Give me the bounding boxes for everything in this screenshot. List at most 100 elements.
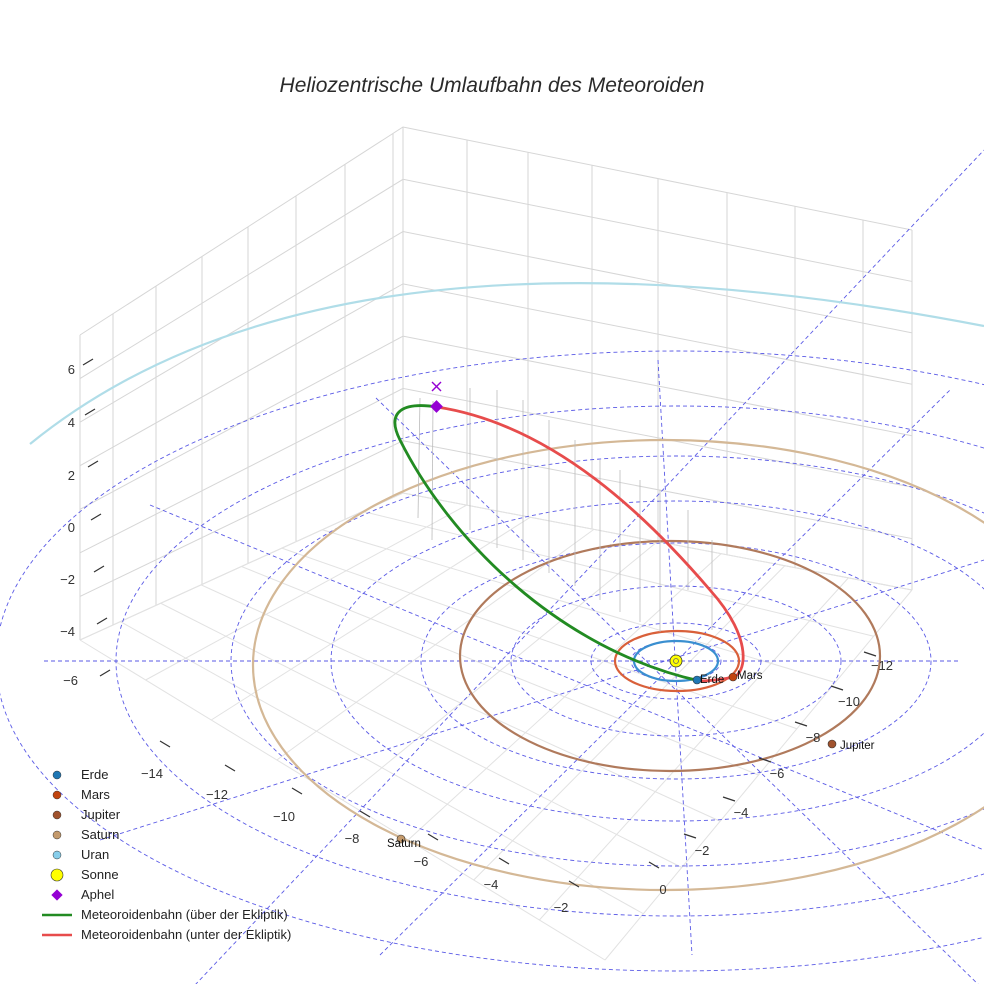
grid-line bbox=[79, 335, 913, 510]
y-tick-label: −6 bbox=[770, 766, 785, 781]
grid-line bbox=[145, 504, 467, 681]
drop-line bbox=[431, 400, 434, 541]
x-tick-mark bbox=[427, 833, 439, 841]
aphel-projection-stroke bbox=[431, 381, 442, 392]
axis-ticks-layer: 6 4 2 0 −2 −4 −6 −14 −12 −10 −8 −6 −4 −2 0 −2 −4 −6 −8 −10 −… bbox=[60, 358, 893, 915]
z-tick-label: 0 bbox=[68, 520, 75, 535]
planet-erde bbox=[692, 675, 702, 685]
x-tick-mark bbox=[291, 787, 303, 795]
meteoroid-orbit-layer bbox=[393, 388, 745, 683]
grid-line bbox=[79, 492, 404, 641]
planet-label-mars: Mars bbox=[737, 670, 763, 682]
chart-title: Heliozentrische Umlaufbahn des Meteoroid… bbox=[279, 74, 705, 97]
legend-label: Aphel bbox=[81, 887, 114, 902]
ecliptic-radial-line bbox=[149, 504, 984, 851]
orbit-mars bbox=[613, 629, 741, 693]
x-tick-mark bbox=[224, 764, 236, 772]
y-tick-mark bbox=[758, 757, 772, 763]
y-tick-label: −2 bbox=[695, 843, 710, 858]
sun-core bbox=[673, 658, 679, 664]
orbit-jupiter bbox=[458, 539, 882, 773]
grid-line bbox=[79, 178, 913, 379]
z-tick-label: −4 bbox=[60, 624, 75, 639]
y-tick-mark bbox=[794, 721, 808, 727]
x-tick-mark bbox=[568, 880, 580, 888]
z-tick-label: −2 bbox=[60, 572, 75, 587]
planet-jupiter bbox=[827, 739, 837, 749]
z-tick-mark bbox=[87, 460, 99, 468]
ecliptic-ring bbox=[510, 585, 842, 737]
z-tick-mark bbox=[99, 669, 111, 677]
grid-line bbox=[79, 387, 913, 554]
legend-marker bbox=[52, 850, 62, 860]
grid-line bbox=[276, 528, 595, 761]
ecliptic-ring bbox=[230, 455, 984, 867]
legend-marker bbox=[52, 830, 62, 840]
x-tick-mark bbox=[359, 810, 371, 818]
grid-line bbox=[342, 541, 658, 801]
meteoroid-orbit-above bbox=[393, 404, 701, 683]
legend-label: Saturn bbox=[81, 827, 119, 842]
legend-marker bbox=[50, 868, 64, 882]
x-tick-label: −12 bbox=[206, 787, 228, 802]
x-tick-mark bbox=[648, 861, 660, 869]
legend-label: Erde bbox=[81, 767, 108, 782]
markers-layer: Erde Mars Jupiter Saturn bbox=[387, 381, 875, 850]
x-tick-label: −4 bbox=[484, 877, 499, 892]
x-tick-label: −14 bbox=[141, 766, 163, 781]
z-tick-label: 2 bbox=[68, 468, 75, 483]
legend-label: Mars bbox=[81, 787, 110, 802]
x-tick-mark bbox=[498, 857, 510, 865]
y-tick-mark bbox=[683, 833, 697, 839]
legend: Erde Mars Jupiter Saturn Uran Sonne Aphel Meteo… bbox=[42, 767, 291, 942]
planet-mars bbox=[728, 672, 738, 682]
x-tick-label: −8 bbox=[345, 831, 360, 846]
aphel-projection-marker bbox=[431, 381, 442, 392]
meteoroid-orbit-below bbox=[436, 405, 745, 683]
x-tick-label: −10 bbox=[273, 809, 295, 824]
z-tick-label: 6 bbox=[68, 362, 75, 377]
grid-line bbox=[79, 440, 913, 597]
legend-marker bbox=[51, 889, 63, 901]
legend-label: Meteoroidenbahn (unter der Ekliptik) bbox=[81, 927, 291, 942]
z-tick-mark bbox=[93, 565, 105, 573]
grid-line bbox=[210, 516, 531, 721]
grid-line bbox=[473, 565, 786, 881]
ecliptic-radial-line bbox=[99, 559, 984, 841]
y-tick-mark bbox=[830, 685, 844, 691]
grid-line bbox=[407, 553, 722, 841]
z-tick-mark bbox=[82, 358, 94, 366]
ecliptic-grid-layer bbox=[0, 149, 984, 984]
y-tick-label: −12 bbox=[871, 658, 893, 673]
y-tick-mark bbox=[722, 796, 736, 802]
legend-label: Jupiter bbox=[81, 807, 121, 822]
x-tick-label: −2 bbox=[554, 900, 569, 915]
grid-line bbox=[79, 283, 913, 467]
planet-saturn bbox=[396, 834, 406, 844]
sun-marker bbox=[669, 654, 683, 668]
orbit-uran bbox=[29, 281, 984, 445]
y-tick-label: −8 bbox=[806, 730, 821, 745]
x-tick-mark bbox=[159, 740, 171, 748]
grid-line bbox=[79, 126, 913, 336]
ecliptic-radial-line bbox=[195, 149, 984, 984]
legend-marker bbox=[52, 770, 62, 780]
grid-layer bbox=[79, 126, 913, 961]
orbit-saturn bbox=[252, 438, 984, 892]
grid-line bbox=[539, 577, 849, 921]
planet-orbits-layer bbox=[29, 281, 984, 892]
legend-label: Sonne bbox=[81, 867, 119, 882]
z-tick-label: −6 bbox=[63, 673, 78, 688]
aphel-marker bbox=[430, 400, 443, 413]
z-tick-mark bbox=[84, 408, 96, 416]
legend-label: Uran bbox=[81, 847, 109, 862]
z-tick-mark bbox=[96, 617, 108, 625]
y-tick-label: −4 bbox=[734, 805, 749, 820]
ecliptic-radial-line bbox=[375, 397, 979, 984]
y-tick-mark bbox=[863, 651, 877, 657]
grid-line bbox=[79, 231, 913, 423]
z-tick-label: 4 bbox=[68, 415, 75, 430]
x-tick-label: −6 bbox=[414, 854, 429, 869]
legend-marker bbox=[52, 790, 62, 800]
